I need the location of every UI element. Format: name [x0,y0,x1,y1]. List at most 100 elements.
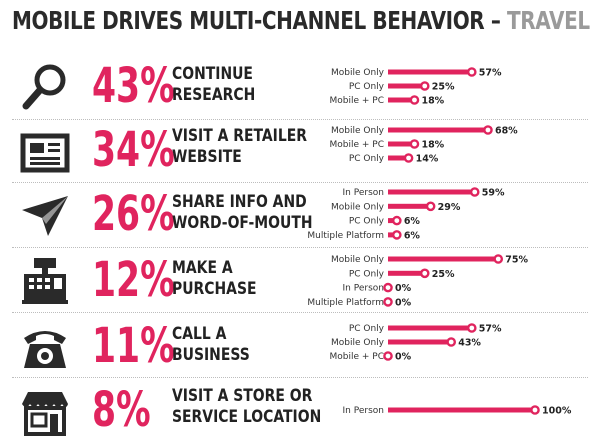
title-accent: TRAVEL [507,6,590,35]
percent-value: 43% [92,58,175,114]
behavior-label: SHARE INFO AND WORD-OF-MOUTH [172,192,313,234]
bar [388,83,425,89]
percent-value: 26% [92,186,175,242]
bar-value-label: 0% [395,283,412,294]
bar [388,325,472,331]
behavior-label: CONTINUE RESEARCH [172,64,255,106]
row-visit-store: 8% VISIT A STORE OR SERVICE LOCATION [0,380,600,444]
label-line: RESEARCH [172,85,256,105]
percent-value: 34% [92,122,175,178]
magnifier-icon [18,60,72,114]
bar-value-label: 29% [438,202,461,213]
label-line: VISIT A STORE OR [172,386,313,406]
bar-category-label: Mobile + PC [330,352,385,362]
divider [12,247,588,248]
bar-category-label: Multiple Platform [307,298,384,308]
bar-value-label: 25% [432,269,455,280]
label-line: CONTINUE [172,64,253,84]
bar-end-marker [425,201,436,212]
bar-value-label: 75% [505,255,528,266]
bar-end-marker [530,405,540,415]
bar-value-label: 6% [404,216,421,227]
bar-value-label: 18% [421,140,444,151]
bar-category-label: In Person [343,188,384,198]
bar [388,339,452,345]
percent-value: 8% [92,382,151,438]
label-line: SHARE INFO AND [172,192,307,212]
bar-category-label: Mobile Only [331,202,385,212]
bar-end-marker [383,351,393,361]
bar [388,256,499,262]
bar-value-label: 18% [421,96,444,107]
bar-value-label: 57% [479,324,502,335]
label-line: SERVICE LOCATION [172,407,322,427]
label-line: VISIT A RETAILER [172,126,308,146]
paper-plane-icon [18,188,72,242]
bar-value-label: 57% [479,68,502,79]
bar-end-marker [493,254,504,264]
bar-category-label: PC Only [349,217,385,227]
divider [12,312,588,313]
bar-end-marker [409,95,420,105]
behavior-label: MAKE A PURCHASE [172,258,257,300]
bar-value-label: 14% [416,154,439,165]
bar-value-label: 68% [495,126,518,137]
chart-title: MOBILE DRIVES MULTI-CHANNEL BEHAVIOR – T… [12,6,590,35]
newspaper-icon [18,126,72,180]
row-visit-retailer-website: 34% VISIT A RETAILER WEBSITE [0,120,600,184]
bar-value-label: 59% [482,188,505,199]
bar-end-marker [403,153,414,163]
bar-charts: Mobile Only 57% PC Only 25% Mobile + PC 18% Mo… [307,67,572,417]
storefront-icon [18,386,72,440]
percent-value: 12% [92,252,175,308]
bar-end-marker [483,125,493,135]
bar-category-label: Mobile Only [331,126,385,136]
bar [388,203,431,209]
bar-category-label: PC Only [349,269,385,279]
bar-value-label: 100% [542,406,572,417]
row-share-info: 26% SHARE INFO AND WORD-OF-MOUTH [0,182,600,246]
bar-category-label: Mobile + PC [330,140,385,150]
bar-end-marker [469,187,480,197]
bar-end-marker [446,337,457,347]
bar-category-label: PC Only [349,324,385,334]
bar-category-label: Mobile + PC [330,96,385,106]
bar-category-label: Mobile Only [331,68,385,78]
bar-value-label: 43% [458,338,481,349]
bar [388,97,415,103]
bar-end-marker [392,215,402,226]
bar [388,141,415,147]
behavior-label: CALL A BUSINESS [172,324,250,366]
bar-end-marker [383,282,393,293]
divider [12,182,588,183]
bar-value-label: 6% [404,230,421,241]
bar [388,270,425,276]
bar-value-label: 25% [432,82,455,93]
bar-category-label: Multiple Platform [307,231,384,241]
bar-end-marker [419,268,430,279]
bar-end-marker [466,67,477,77]
row-continue-research: 43% CONTINUE RESEARCH [0,54,600,118]
divider [12,377,588,378]
bar [388,189,475,195]
bar [388,127,488,133]
bar-value-label: 0% [395,352,412,363]
bar-end-marker [383,297,393,307]
bar [388,69,472,75]
bar-end-marker [392,230,402,240]
bar-end-marker [419,81,430,91]
behavior-label: VISIT A RETAILER WEBSITE [172,126,307,168]
title-main: MOBILE DRIVES MULTI-CHANNEL BEHAVIOR – [12,6,508,35]
percent-value: 11% [92,318,175,374]
label-line: WEBSITE [172,147,242,167]
cash-register-icon [18,254,72,308]
bar-category-label: PC Only [349,82,385,92]
bar-end-marker [466,323,477,333]
label-line: WORD-OF-MOUTH [172,213,313,233]
label-line: MAKE A [172,258,233,278]
bar [388,407,535,413]
behavior-label: VISIT A STORE OR SERVICE LOCATION [172,386,321,428]
bar-category-label: In Person [343,284,384,294]
label-line: BUSINESS [172,345,250,365]
row-call-business: 11% CALL A BUSINESS [0,314,600,378]
